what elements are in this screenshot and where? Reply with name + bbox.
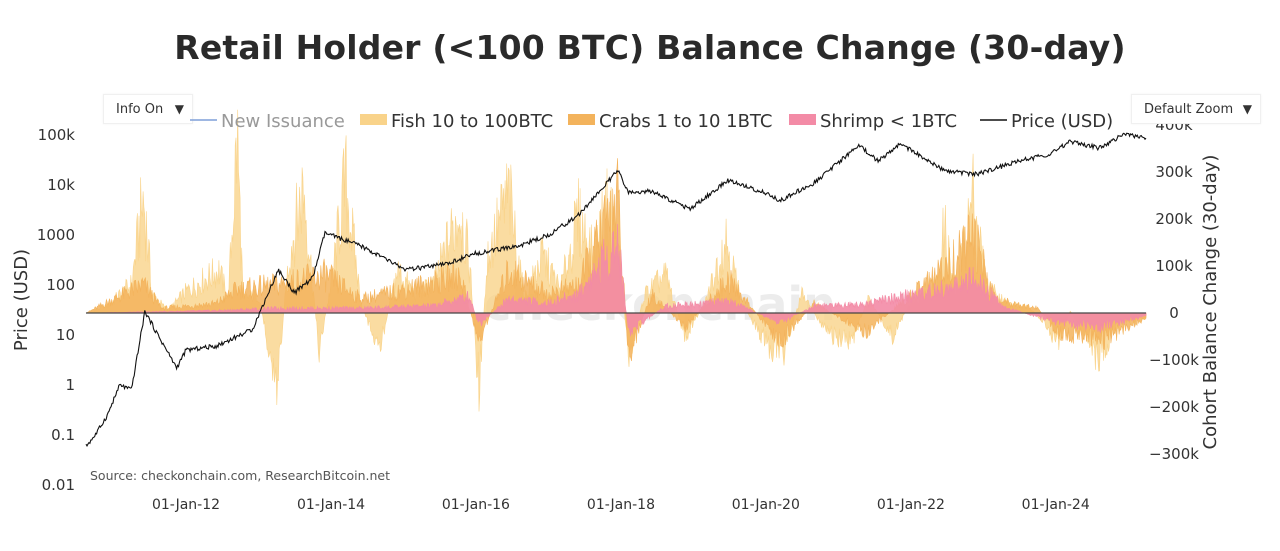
zoom-dropdown-label: Default Zoom bbox=[1144, 101, 1234, 117]
y-right-tick-label: 100k bbox=[1155, 257, 1193, 275]
legend-item-shrimp: Shrimp < 1BTC bbox=[789, 111, 957, 132]
legend-item-fish: Fish 10 to 100BTC bbox=[360, 111, 553, 132]
y-left-tick-label: 100k bbox=[38, 126, 76, 144]
y-left-tick-label: 0.1 bbox=[51, 426, 75, 444]
caret-down-icon: ▼ bbox=[174, 102, 184, 116]
x-tick-label: 01-Jan-14 bbox=[297, 497, 365, 513]
y-left-tick-label: 10 bbox=[56, 326, 75, 344]
y-right-tick-label: 300k bbox=[1155, 163, 1193, 181]
source-note: Source: checkonchain.com, ResearchBitcoi… bbox=[90, 468, 390, 483]
x-tick-label: 01-Jan-24 bbox=[1022, 497, 1090, 513]
axes-group: 0.01 0.1 1 10 100 1000 10k 100k −300k −200k −100k 0… bbox=[11, 116, 1221, 513]
y-right-tick-label: 0 bbox=[1169, 304, 1179, 322]
y-left-tick-label: 1 bbox=[65, 376, 75, 394]
legend-item-crabs: Crabs 1 to 10 1BTC bbox=[568, 111, 772, 132]
y-left-tick-label: 10k bbox=[47, 176, 75, 194]
y-left-title: Price (USD) bbox=[11, 249, 32, 351]
y-right-title: Cohort Balance Change (30-day) bbox=[1200, 155, 1221, 450]
legend-label: Shrimp < 1BTC bbox=[820, 111, 957, 132]
legend-item-new_issuance: New Issuance bbox=[190, 111, 345, 132]
y-left-tick-label: 100 bbox=[46, 276, 75, 294]
y-right-tick-label: −100k bbox=[1149, 351, 1199, 369]
legend: New Issuance Fish 10 to 100BTC Crabs 1 to … bbox=[190, 111, 1113, 132]
legend-label: Fish 10 to 100BTC bbox=[391, 111, 553, 132]
legend-item-price: Price (USD) bbox=[980, 111, 1113, 132]
y-left-tick-label: 0.01 bbox=[42, 476, 75, 494]
x-tick-label: 01-Jan-22 bbox=[877, 497, 945, 513]
chart-title: Retail Holder (<100 BTC) Balance Change … bbox=[174, 28, 1126, 67]
y-left-tick-label: 1000 bbox=[37, 226, 75, 244]
legend-label: New Issuance bbox=[221, 111, 345, 132]
x-tick-label: 01-Jan-18 bbox=[587, 497, 655, 513]
y-right-tick-label: −200k bbox=[1149, 398, 1199, 416]
y-right-tick-label: 200k bbox=[1155, 210, 1193, 228]
y-right-tick-label: −300k bbox=[1149, 445, 1199, 463]
legend-swatch bbox=[789, 114, 816, 125]
x-tick-label: 01-Jan-16 bbox=[442, 497, 510, 513]
info-toggle-dropdown[interactable]: Info On ▼ bbox=[103, 94, 193, 124]
zoom-dropdown[interactable]: Default Zoom ▼ bbox=[1131, 94, 1261, 124]
legend-label: Price (USD) bbox=[1011, 111, 1113, 132]
x-tick-label: 01-Jan-12 bbox=[152, 497, 220, 513]
info-dropdown-label: Info On bbox=[116, 101, 164, 117]
caret-down-icon: ▼ bbox=[1242, 102, 1252, 116]
legend-swatch bbox=[568, 114, 595, 125]
legend-swatch bbox=[360, 114, 387, 125]
area-series-group: checkonchain bbox=[85, 109, 1147, 412]
price-series-group bbox=[85, 132, 1147, 448]
price-line bbox=[85, 132, 1147, 448]
legend-label: Crabs 1 to 10 1BTC bbox=[599, 111, 772, 132]
area-shrimp bbox=[86, 223, 1147, 337]
x-tick-label: 01-Jan-20 bbox=[732, 497, 800, 513]
